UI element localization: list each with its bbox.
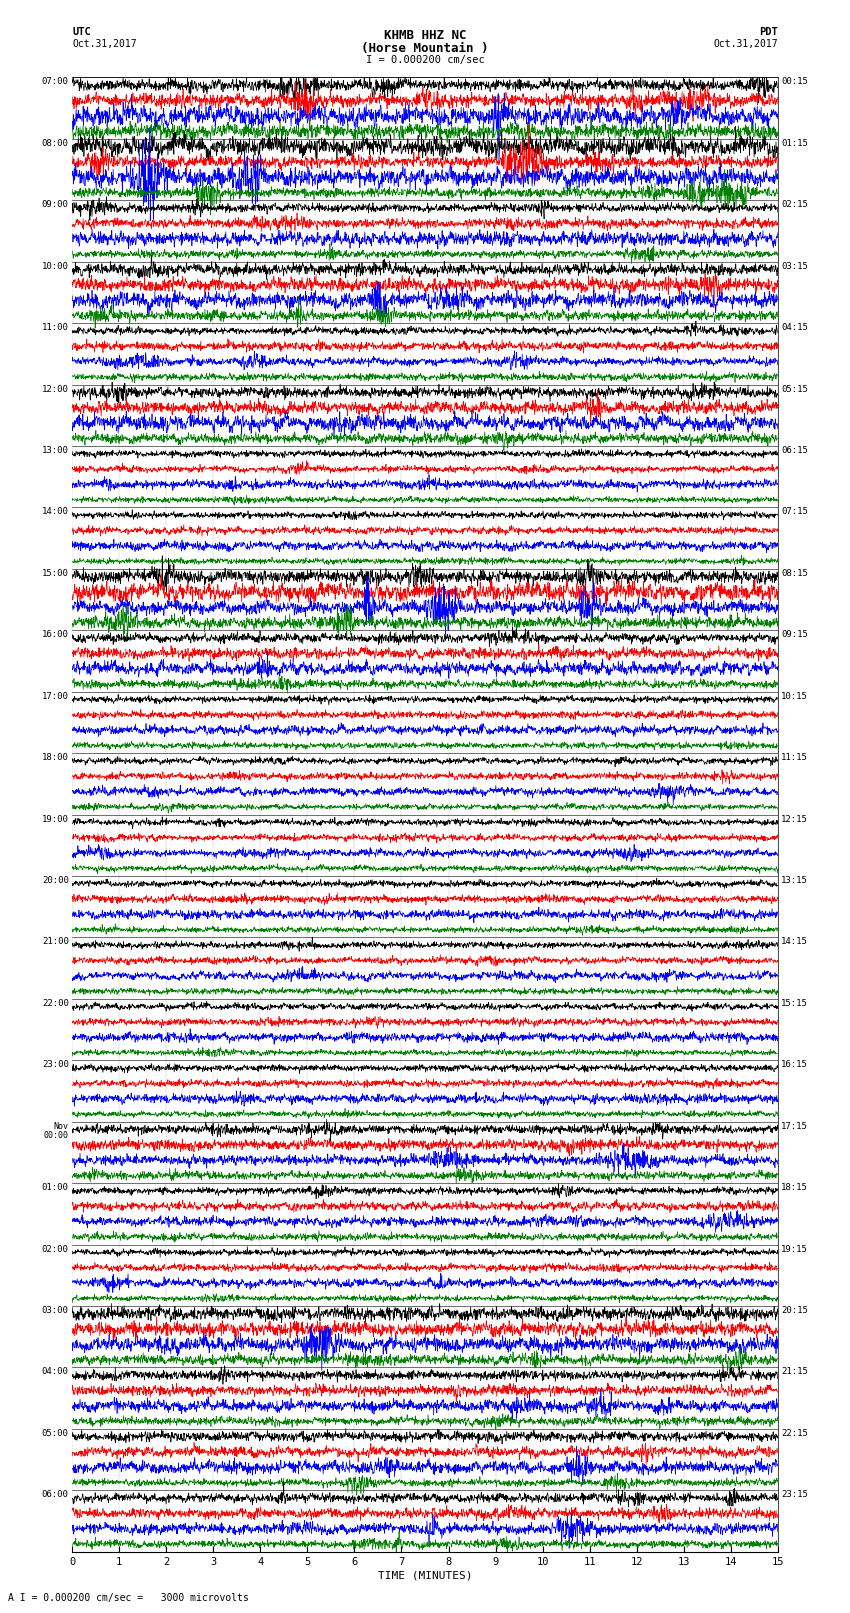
Text: 07:00: 07:00 xyxy=(42,77,69,87)
Text: 12:00: 12:00 xyxy=(42,384,69,394)
Text: 16:00: 16:00 xyxy=(42,631,69,639)
Text: 03:15: 03:15 xyxy=(781,261,808,271)
Text: 06:00: 06:00 xyxy=(42,1490,69,1498)
Text: 14:00: 14:00 xyxy=(42,508,69,516)
Text: A I = 0.000200 cm/sec =   3000 microvolts: A I = 0.000200 cm/sec = 3000 microvolts xyxy=(8,1594,249,1603)
Text: 11:00: 11:00 xyxy=(42,323,69,332)
Text: 23:15: 23:15 xyxy=(781,1490,808,1498)
Text: 19:15: 19:15 xyxy=(781,1245,808,1253)
Text: 04:15: 04:15 xyxy=(781,323,808,332)
Text: 08:15: 08:15 xyxy=(781,569,808,577)
Text: 00:15: 00:15 xyxy=(781,77,808,87)
Text: 02:00: 02:00 xyxy=(42,1245,69,1253)
Text: 06:15: 06:15 xyxy=(781,447,808,455)
Text: KHMB HHZ NC: KHMB HHZ NC xyxy=(383,29,467,42)
Text: Oct.31,2017: Oct.31,2017 xyxy=(713,39,778,48)
Text: I = 0.000200 cm/sec: I = 0.000200 cm/sec xyxy=(366,55,484,65)
Text: 05:00: 05:00 xyxy=(42,1429,69,1437)
Text: 02:15: 02:15 xyxy=(781,200,808,210)
Text: 15:00: 15:00 xyxy=(42,569,69,577)
Text: 09:00: 09:00 xyxy=(42,200,69,210)
Text: 01:15: 01:15 xyxy=(781,139,808,148)
Text: PDT: PDT xyxy=(759,27,778,37)
Text: 04:00: 04:00 xyxy=(42,1368,69,1376)
Text: 17:00: 17:00 xyxy=(42,692,69,700)
Text: (Horse Mountain ): (Horse Mountain ) xyxy=(361,42,489,55)
Text: 18:00: 18:00 xyxy=(42,753,69,761)
Text: 07:15: 07:15 xyxy=(781,508,808,516)
Text: 13:15: 13:15 xyxy=(781,876,808,886)
Text: 00:00: 00:00 xyxy=(43,1131,69,1140)
Text: 19:00: 19:00 xyxy=(42,815,69,824)
Text: 23:00: 23:00 xyxy=(42,1060,69,1069)
Text: 22:00: 22:00 xyxy=(42,998,69,1008)
Text: 21:15: 21:15 xyxy=(781,1368,808,1376)
Text: 09:15: 09:15 xyxy=(781,631,808,639)
X-axis label: TIME (MINUTES): TIME (MINUTES) xyxy=(377,1571,473,1581)
Text: 21:00: 21:00 xyxy=(42,937,69,947)
Text: 20:15: 20:15 xyxy=(781,1307,808,1315)
Text: 18:15: 18:15 xyxy=(781,1184,808,1192)
Text: 13:00: 13:00 xyxy=(42,447,69,455)
Text: 22:15: 22:15 xyxy=(781,1429,808,1437)
Text: 20:00: 20:00 xyxy=(42,876,69,886)
Text: 17:15: 17:15 xyxy=(781,1121,808,1131)
Text: 10:00: 10:00 xyxy=(42,261,69,271)
Text: 03:00: 03:00 xyxy=(42,1307,69,1315)
Text: 05:15: 05:15 xyxy=(781,384,808,394)
Text: 16:15: 16:15 xyxy=(781,1060,808,1069)
Text: UTC: UTC xyxy=(72,27,91,37)
Text: 01:00: 01:00 xyxy=(42,1184,69,1192)
Text: 08:00: 08:00 xyxy=(42,139,69,148)
Text: 14:15: 14:15 xyxy=(781,937,808,947)
Text: 11:15: 11:15 xyxy=(781,753,808,761)
Text: 10:15: 10:15 xyxy=(781,692,808,700)
Text: 15:15: 15:15 xyxy=(781,998,808,1008)
Text: Nov: Nov xyxy=(54,1121,69,1131)
Text: 12:15: 12:15 xyxy=(781,815,808,824)
Text: Oct.31,2017: Oct.31,2017 xyxy=(72,39,137,48)
